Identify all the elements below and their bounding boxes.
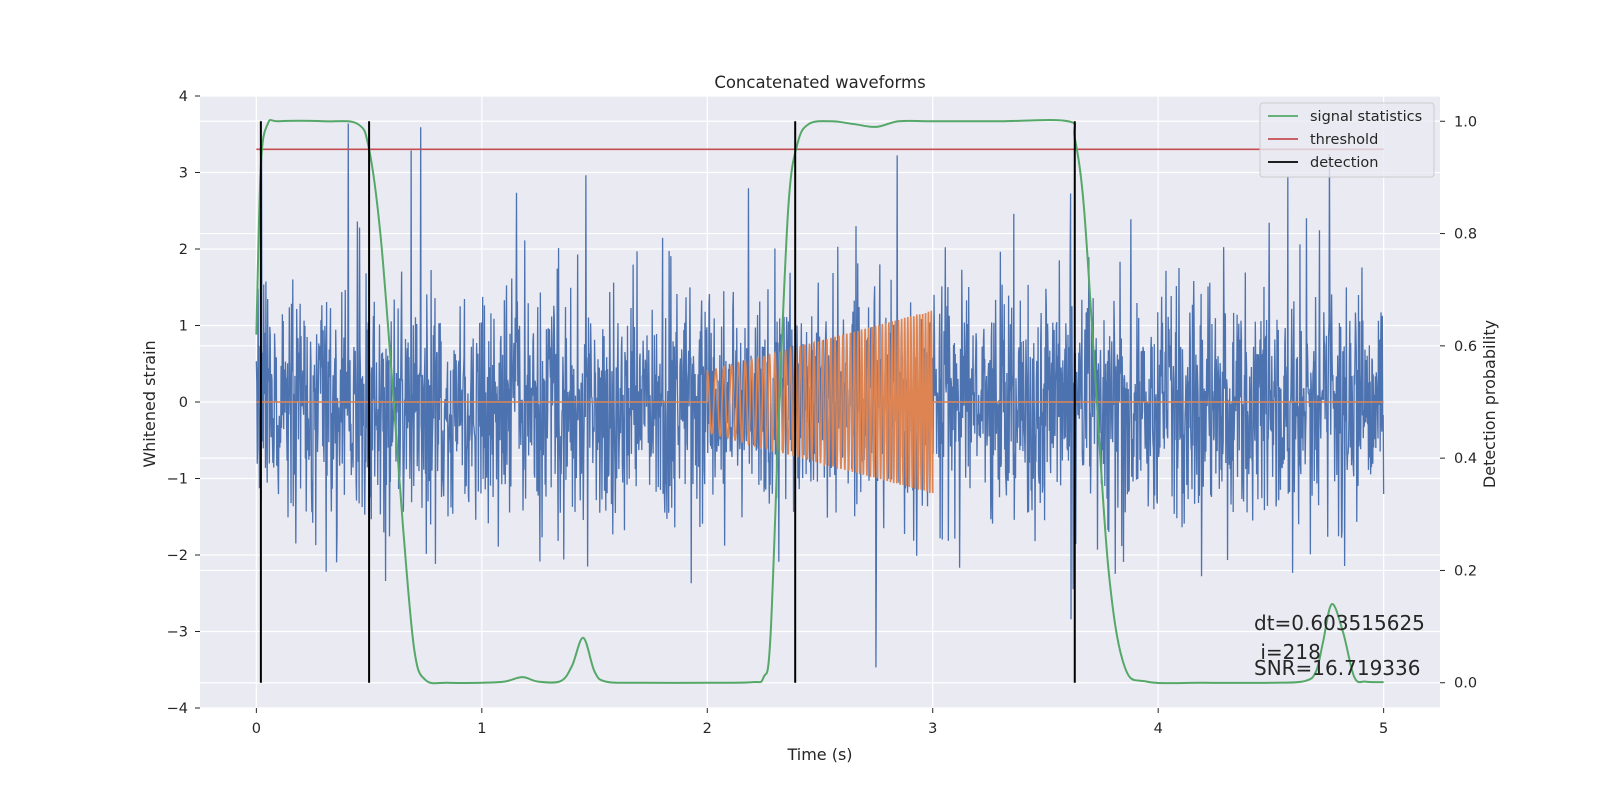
legend-label-signal-statistics: signal statistics	[1310, 109, 1422, 125]
y-axis-label: Whitened strain	[140, 340, 159, 467]
x-tick-label: 0	[252, 721, 261, 737]
y-tick-label: 3	[179, 166, 188, 182]
ticks: 0 1 2 3 4 5 −4 −3 −2 −1 0 1 2 3 4 0.0 0.2 0.4 0.6 0.8 1.0	[167, 89, 1477, 737]
chart-title: Concatenated waveforms	[714, 73, 925, 92]
x-axis-label: Time (s)	[786, 745, 852, 764]
y2-axis-label: Detection probability	[1480, 320, 1499, 488]
x-tick-label: 4	[1154, 721, 1163, 737]
injected-waveform-line	[256, 310, 1384, 494]
legend: signal statistics threshold detection	[1259, 102, 1435, 178]
y-tick-label: −1	[167, 472, 188, 488]
y2-tick-label: 0.4	[1454, 451, 1477, 467]
x-tick-label: 2	[703, 721, 712, 737]
strain-noise-line	[255, 123, 1385, 668]
y2-tick-label: 0.6	[1454, 339, 1477, 355]
annotation-i: i=218	[1254, 640, 1321, 664]
annotation-dt: dt=0.603515625	[1254, 611, 1425, 635]
series-layer	[255, 119, 1385, 685]
y-tick-label: 0	[179, 395, 188, 411]
y2-tick-label: 0.2	[1454, 563, 1477, 579]
y-tick-label: 1	[179, 319, 188, 335]
y-tick-label: −2	[167, 548, 188, 564]
y2-tick-label: 1.0	[1454, 114, 1477, 130]
annotation-snr: SNR=16.719336	[1254, 656, 1420, 680]
y-tick-label: −3	[167, 625, 188, 641]
y-tick-label: −4	[167, 701, 188, 717]
y2-tick-label: 0.8	[1454, 227, 1477, 243]
x-tick-label: 5	[1379, 721, 1388, 737]
signal-statistics-line	[255, 119, 1384, 685]
y2-tick-label: 0.0	[1454, 676, 1477, 692]
x-tick-label: 1	[477, 721, 486, 737]
legend-box	[1259, 102, 1435, 178]
x-tick-label: 3	[928, 721, 937, 737]
y-tick-label: 4	[179, 89, 188, 105]
legend-label-threshold: threshold	[1310, 132, 1378, 148]
y-tick-label: 2	[179, 242, 188, 258]
legend-label-detection: detection	[1310, 155, 1378, 171]
